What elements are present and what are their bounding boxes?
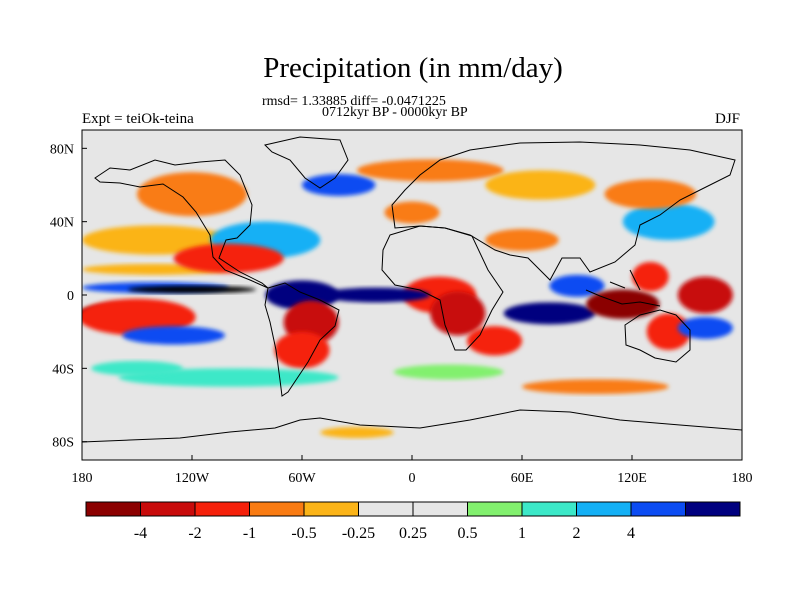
colorbar-label: 2	[573, 525, 581, 542]
colorbar-swatch	[685, 501, 741, 517]
lat-tick-label: 40N	[50, 216, 74, 231]
coastline-eurasia	[391, 141, 736, 281]
anomaly-region	[173, 243, 284, 273]
coastline-australia	[624, 309, 691, 363]
colorbar-swatch	[194, 501, 250, 517]
anomaly-region	[384, 201, 440, 224]
season-label: DJF	[714, 111, 740, 127]
coastline-south-america	[264, 282, 340, 397]
anomaly-region	[485, 229, 559, 251]
anomaly-region	[320, 287, 431, 303]
anomaly-region	[82, 298, 196, 336]
colorbar-swatch	[358, 501, 414, 517]
anomaly-region	[677, 317, 733, 339]
anomaly-region	[393, 364, 504, 380]
anomaly-region	[604, 179, 697, 209]
lat-tick-label: 40S	[52, 362, 74, 377]
colorbar-label: 4	[627, 525, 635, 542]
stats-text: rmsd= 1.33885 diff= -0.0471225	[262, 94, 446, 109]
experiment-label: Expt = teiOk-teina	[82, 111, 194, 127]
anomaly-region	[503, 302, 596, 325]
colorbar-swatch	[467, 501, 523, 517]
lat-tick-label: 80N	[50, 142, 74, 157]
anomaly-region	[274, 331, 330, 369]
anomaly-region	[122, 326, 225, 345]
anomaly-region	[622, 203, 715, 241]
chart-title: Precipitation (in mm/day)	[263, 52, 563, 84]
anomaly-region	[137, 172, 247, 217]
coastlines	[82, 136, 742, 443]
period-text: 0712kyr BP - 0000kyr BP	[322, 105, 468, 120]
longitude-axis: 180 120W 60W 0 60E 120E 180	[72, 455, 753, 486]
anomaly-region	[677, 276, 733, 314]
lon-tick-label: 180	[72, 471, 93, 486]
latitude-axis: 80N 40N 0 40S 80S	[50, 142, 87, 451]
anomaly-region	[82, 225, 229, 255]
colorbar-swatch	[140, 501, 196, 517]
lon-tick-label: 120W	[175, 471, 210, 486]
colorbar-label: -0.25	[342, 525, 375, 542]
lat-tick-label: 0	[67, 289, 74, 304]
anomaly-region	[549, 274, 605, 297]
coastline-greenland	[264, 136, 349, 189]
coastline-north-america	[94, 159, 269, 289]
anomaly-region	[118, 368, 339, 387]
anomaly-region	[357, 159, 504, 182]
coastline-antarctica	[82, 409, 742, 443]
lon-tick-label: 60W	[288, 471, 316, 486]
lon-tick-label: 120E	[617, 471, 647, 486]
colorbar-label: 1	[518, 525, 526, 542]
anomaly-region	[91, 361, 183, 376]
colorbar-label: -4	[134, 525, 147, 542]
lat-tick-label: 80S	[52, 436, 74, 451]
anomaly-region	[127, 285, 257, 294]
colorbar-swatch	[249, 501, 305, 517]
colorbar-label: -1	[243, 525, 256, 542]
anomaly-region	[646, 313, 691, 350]
colorbar-label: 0.5	[458, 525, 478, 542]
lon-tick-label: 180	[732, 471, 753, 486]
colorbar-label: -0.5	[291, 525, 316, 542]
colorbar-label: -2	[188, 525, 201, 542]
colorbar-swatch	[576, 501, 632, 517]
anomaly-region	[320, 427, 394, 438]
anomaly-region	[302, 174, 376, 196]
colorbar-label: 0.25	[399, 525, 427, 542]
lon-tick-label: 60E	[511, 471, 534, 486]
anomaly-region	[430, 291, 486, 336]
colorbar-swatch	[521, 501, 577, 517]
coastline-maritime-continent	[585, 269, 661, 307]
anomaly-region	[485, 170, 596, 200]
lon-tick-label: 0	[409, 471, 416, 486]
colorbar-swatch	[412, 501, 468, 517]
anomaly-region	[522, 379, 669, 394]
colorbar-swatch	[303, 501, 359, 517]
colorbar-swatch	[630, 501, 686, 517]
anomaly-field	[82, 159, 733, 438]
anomaly-region	[632, 262, 669, 292]
colorbar-swatch	[85, 501, 141, 517]
